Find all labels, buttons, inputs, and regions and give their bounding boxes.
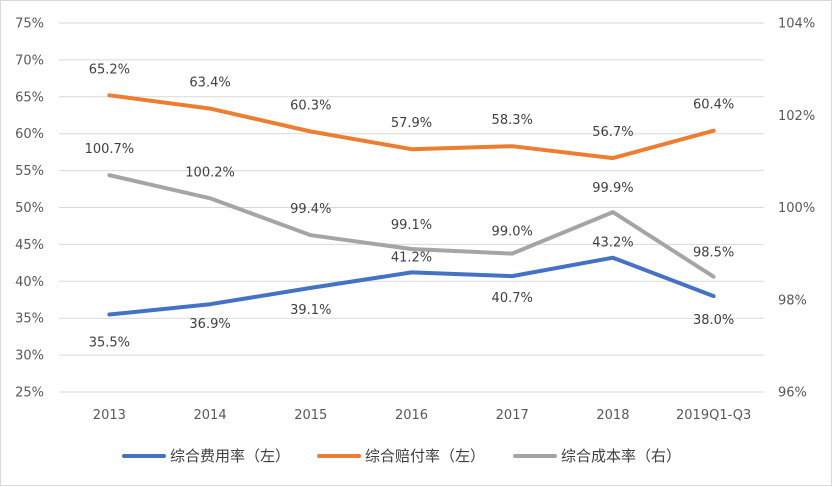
x-tick-label: 2016 bbox=[395, 408, 428, 423]
right-y-axis: 96% 98% 100% 102% 104% bbox=[778, 17, 815, 401]
left-tick-label: 35% bbox=[15, 312, 44, 327]
left-tick-label: 30% bbox=[15, 349, 44, 364]
x-tick-label: 2017 bbox=[496, 408, 529, 423]
data-label: 36.9% bbox=[189, 317, 230, 332]
gridlines bbox=[59, 23, 764, 392]
right-tick-label: 102% bbox=[778, 109, 815, 124]
data-label: 100.7% bbox=[85, 142, 135, 157]
left-tick-label: 25% bbox=[15, 386, 44, 401]
left-y-axis: 25% 30% 35% 40% 45% 50% 55% 60% 65% 70% 75% bbox=[15, 17, 44, 401]
right-tick-label: 104% bbox=[778, 17, 815, 32]
right-tick-label: 100% bbox=[778, 201, 815, 216]
data-label: 39.1% bbox=[290, 303, 331, 318]
data-label: 43.2% bbox=[592, 236, 633, 251]
legend-entry: 综合赔付率（左） bbox=[319, 447, 485, 465]
x-tick-label: 2018 bbox=[596, 408, 629, 423]
data-label: 60.3% bbox=[290, 98, 331, 113]
legend-entry: 综合成本率（右） bbox=[515, 447, 681, 465]
left-tick-label: 40% bbox=[15, 275, 44, 290]
x-tick-label: 2015 bbox=[294, 408, 327, 423]
legend: 综合费用率（左） 综合赔付率（左） 综合成本率（右） bbox=[124, 447, 681, 465]
x-tick-label: 2013 bbox=[93, 408, 126, 423]
legend-entry: 综合费用率（左） bbox=[124, 447, 290, 465]
series-1 bbox=[109, 258, 713, 315]
left-tick-label: 55% bbox=[15, 164, 44, 179]
data-label: 60.4% bbox=[693, 98, 734, 113]
data-label: 99.0% bbox=[492, 225, 533, 240]
right-tick-label: 96% bbox=[778, 386, 807, 401]
series-line bbox=[109, 258, 713, 315]
left-tick-label: 50% bbox=[15, 201, 44, 216]
legend-label: 综合费用率（左） bbox=[170, 447, 290, 465]
left-tick-label: 60% bbox=[15, 127, 44, 142]
data-label: 41.2% bbox=[391, 250, 432, 265]
left-tick-label: 65% bbox=[15, 90, 44, 105]
data-label: 40.7% bbox=[492, 291, 533, 306]
left-tick-label: 45% bbox=[15, 238, 44, 253]
legend-label: 综合赔付率（左） bbox=[365, 447, 485, 465]
left-tick-label: 75% bbox=[15, 17, 44, 32]
data-label: 63.4% bbox=[189, 76, 230, 91]
x-tick-label: 2014 bbox=[194, 408, 227, 423]
data-label: 98.5% bbox=[693, 246, 734, 261]
x-tick-label: 2019Q1-Q3 bbox=[676, 408, 751, 423]
data-label: 58.3% bbox=[492, 113, 533, 128]
data-label: 56.7% bbox=[592, 125, 633, 140]
data-label: 65.2% bbox=[89, 62, 130, 77]
x-axis: 2013 2014 2015 2016 2017 2018 2019Q1-Q3 bbox=[59, 392, 764, 423]
data-label: 57.9% bbox=[391, 116, 432, 131]
data-label: 100.2% bbox=[185, 165, 235, 180]
data-label: 35.5% bbox=[89, 336, 130, 351]
right-tick-label: 98% bbox=[778, 293, 807, 308]
data-label: 99.4% bbox=[290, 202, 331, 217]
legend-label: 综合成本率（右） bbox=[561, 447, 681, 465]
data-label: 38.0% bbox=[693, 313, 734, 328]
data-label: 99.1% bbox=[391, 218, 432, 233]
data-label: 99.9% bbox=[592, 181, 633, 196]
left-tick-label: 70% bbox=[15, 53, 44, 68]
